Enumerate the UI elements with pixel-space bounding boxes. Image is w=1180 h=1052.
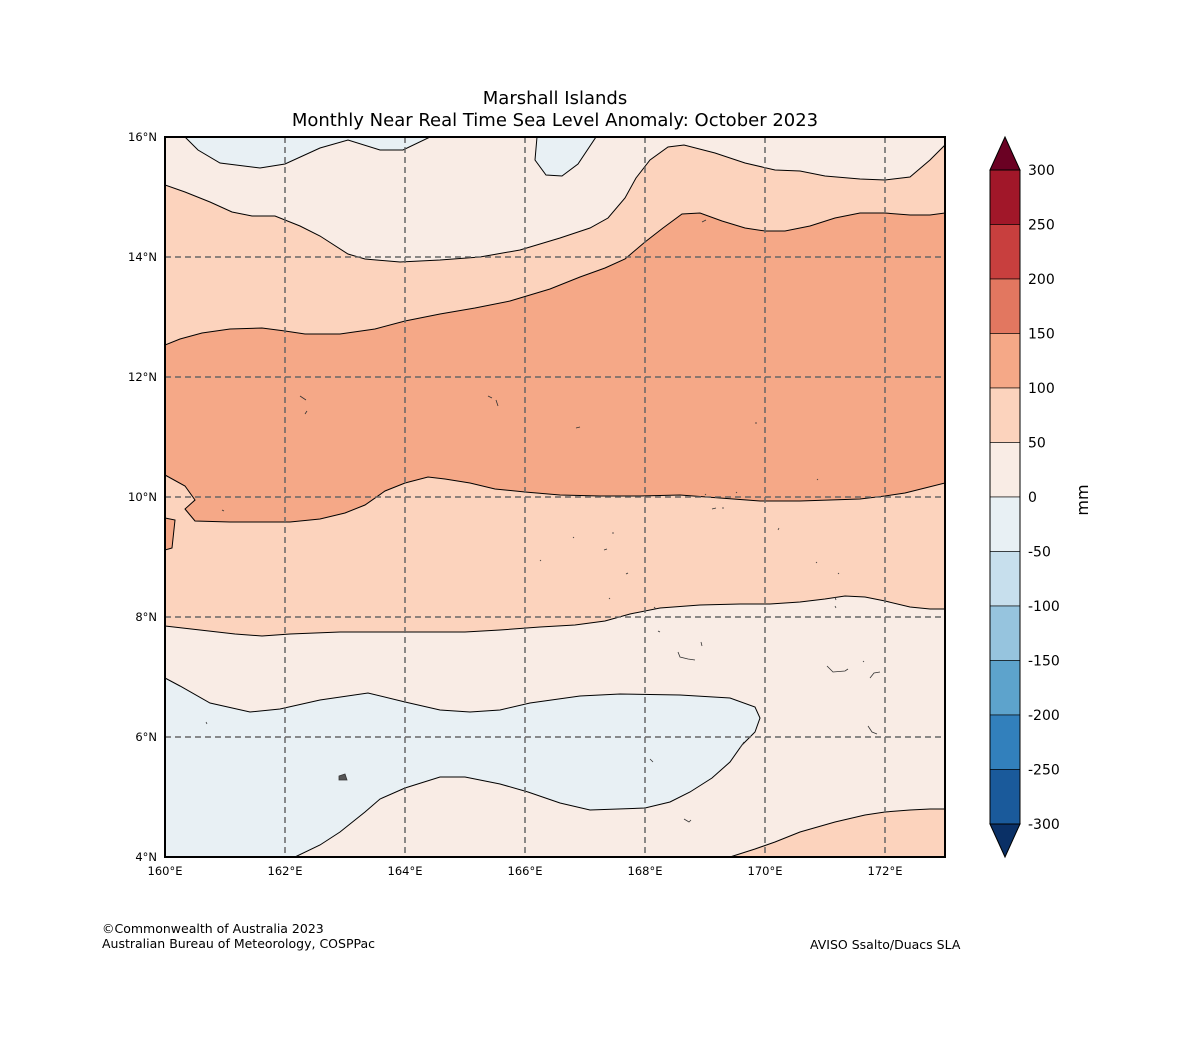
island [700,641,703,647]
island [625,572,629,575]
island [869,671,881,679]
island [205,509,225,725]
island [299,395,308,415]
island [711,507,724,510]
lat-axis: 16°N 14°N 12°N 10°N 8°N 6°N 4°N [128,130,157,864]
colorbar-over-arrow [989,135,1021,171]
colorbar-segments [989,169,1021,825]
colorbar-under-arrow [989,823,1021,859]
colorbar-tick-label: -150 [1028,654,1060,670]
colorbar-tick-label: 0 [1028,490,1037,506]
contour-band-50-100-south-east [729,808,945,857]
colorbar-segment [989,387,1021,443]
colorbar-segment [989,496,1021,552]
map-subtitle: Monthly Near Real Time Sea Level Anomaly… [291,110,819,131]
lon-tick-label: 170°E [748,864,783,878]
lon-axis: 160°E 162°E 164°E 166°E 168°E 170°E 172°… [148,864,903,878]
colorbar-segment [989,660,1021,716]
lat-tick-label: 10°N [128,490,157,504]
colorbar-tick-label: 50 [1028,436,1046,452]
colorbar-tick-label: -200 [1028,708,1060,724]
copyright-text: ©Commonwealth of Australia 2023 [102,921,324,936]
lat-tick-label: 4°N [135,850,157,864]
island [867,725,878,735]
colorbar-tick-label: -100 [1028,599,1060,615]
colorbar-segment [989,442,1021,498]
lat-tick-label: 6°N [135,730,157,744]
lat-tick-label: 14°N [128,250,157,264]
island [834,596,837,609]
contour-band-100-150-west-sliver [165,517,176,551]
colorbar-segment [989,769,1021,825]
map-frame [164,136,946,858]
colorbar-segment [989,333,1021,389]
island [487,395,499,407]
colorbar-unit-label: mm [1073,484,1092,515]
island [826,665,849,673]
colorbar-segment [989,551,1021,607]
island [539,478,865,663]
island [338,773,348,781]
contour-band-neg50-0-north-west [184,137,431,169]
colorbar-tick-label: -300 [1028,817,1060,833]
colorbar-tick-label: 300 [1028,163,1055,179]
colorbar-segment [989,169,1021,225]
colorbar-segment [989,278,1021,334]
islands [205,219,881,823]
island [739,741,745,749]
lat-tick-label: 8°N [135,610,157,624]
colorbar-tick-label: 100 [1028,381,1055,397]
lon-tick-label: 160°E [148,864,183,878]
data-source-text: AVISO Ssalto/Duacs SLA [810,937,961,952]
colorbar-segment [989,605,1021,661]
island [701,219,707,223]
gridlines [165,137,945,857]
agency-text: Australian Bureau of Meteorology, COSPPa… [102,936,375,951]
island [603,532,614,551]
colorbar: 300 250 200 150 100 50 0 -50 -100 -150 -200 -250 -30… [989,135,1092,859]
colorbar-segment [989,714,1021,770]
colorbar-segment [989,224,1021,280]
colorbar-tick-labels: 300 250 200 150 100 50 0 -50 -100 -150 -200 -250 -30… [1028,163,1060,833]
colorbar-tick-label: -250 [1028,763,1060,779]
island [575,426,581,429]
island [677,651,696,661]
map-plot-area [165,137,945,857]
colorbar-tick-label: 150 [1028,327,1055,343]
island [777,527,780,531]
lon-tick-label: 172°E [868,864,903,878]
colorbar-tick-label: -50 [1028,545,1051,561]
lon-tick-label: 168°E [628,864,663,878]
island [683,818,692,823]
colorbar-frame [989,169,1021,825]
island [649,758,654,763]
lon-tick-label: 162°E [268,864,303,878]
lat-tick-label: 12°N [128,370,157,384]
colorbar-tick-label: 200 [1028,272,1055,288]
map-title: Marshall Islands [482,88,628,109]
contour-band-neg50-0-north-center [534,137,597,177]
lon-tick-label: 166°E [508,864,543,878]
lon-tick-label: 164°E [388,864,423,878]
colorbar-tick-label: 250 [1028,218,1055,234]
contour-band-100-150 [165,212,945,523]
lat-tick-label: 16°N [128,130,157,144]
